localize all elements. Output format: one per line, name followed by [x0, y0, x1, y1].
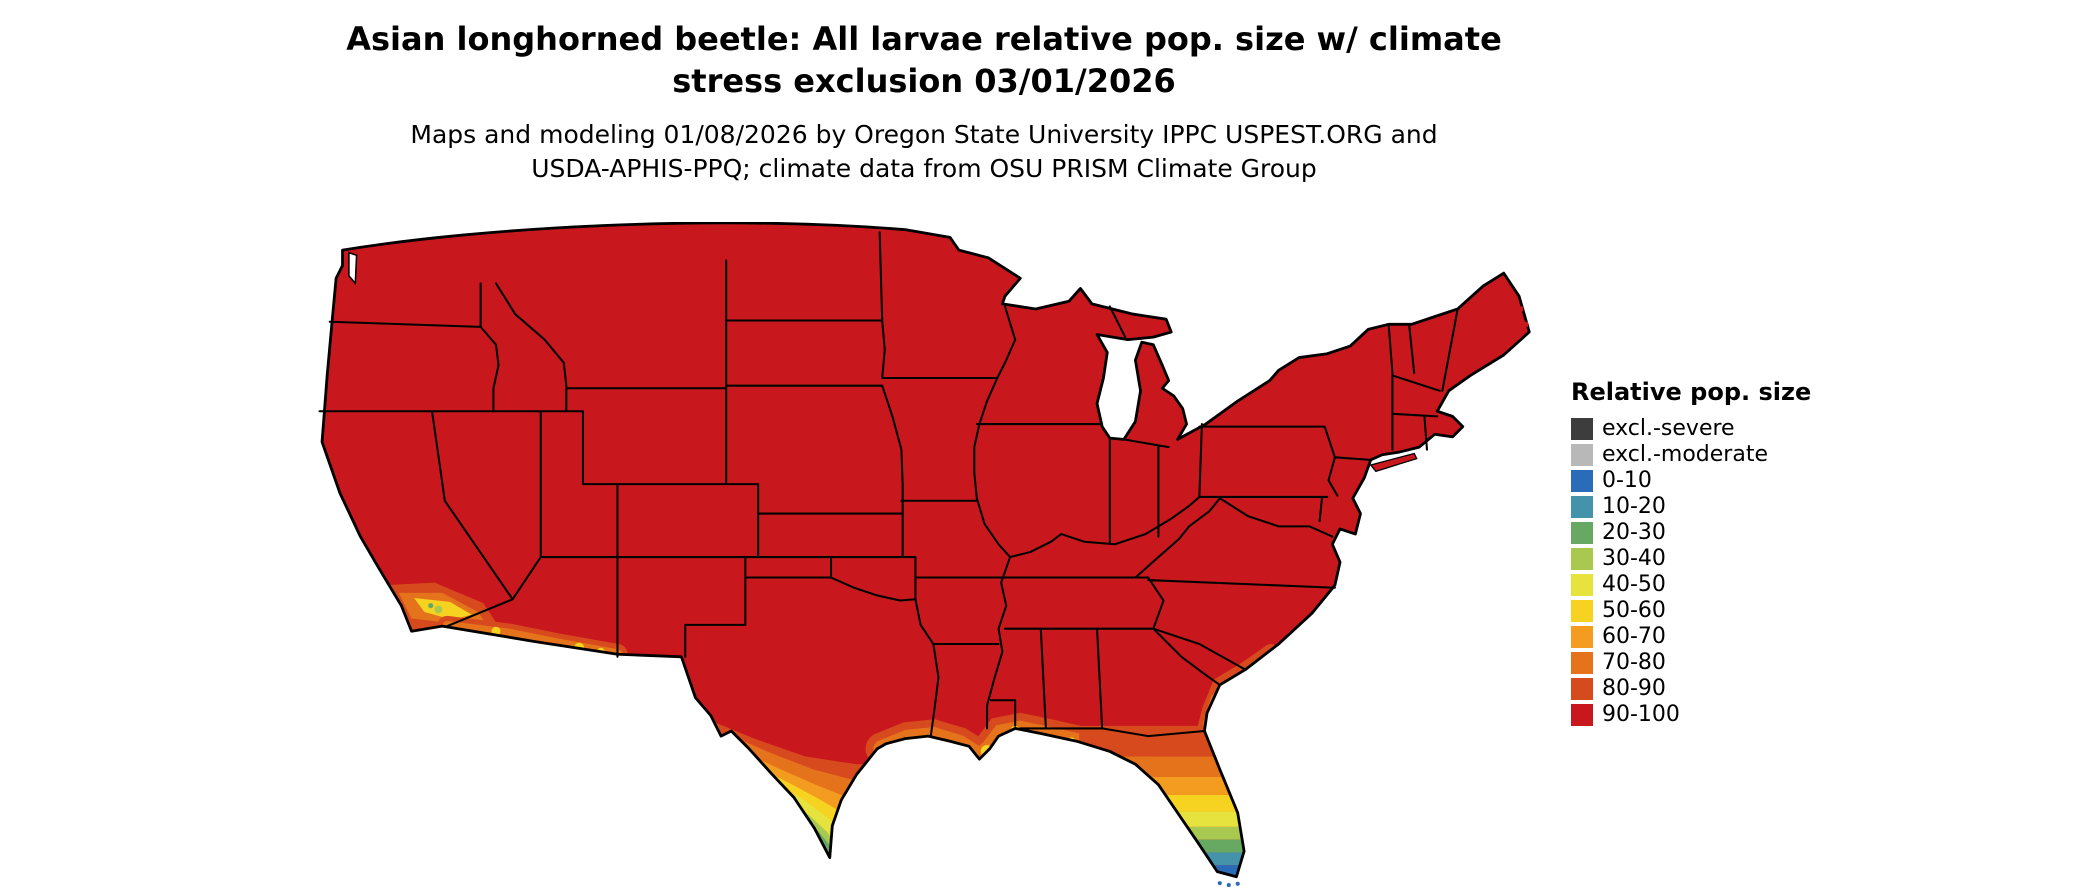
- legend-item: 40-50: [1571, 574, 1911, 596]
- florida-keys-dot-c: [1235, 881, 1240, 886]
- map-title-line1: Asian longhorned beetle: All larvae rela…: [346, 20, 1502, 58]
- long-island: [1369, 452, 1418, 473]
- legend-swatch-excl-severe: [1571, 418, 1593, 440]
- legend-swatch-30-40: [1571, 548, 1593, 570]
- legend-item: 0-10: [1571, 470, 1911, 492]
- legend: Relative pop. size excl.-severe excl.-mo…: [1571, 378, 1911, 730]
- socal-patch-50-60: [414, 597, 472, 620]
- fl-strip-70-80: [1079, 756, 1277, 778]
- legend-item: 90-100: [1571, 704, 1911, 726]
- legend-label: excl.-severe: [1602, 416, 1735, 441]
- legend-label: 90-100: [1602, 702, 1680, 727]
- legend-item: 30-40: [1571, 548, 1911, 570]
- legend-item: 80-90: [1571, 678, 1911, 700]
- legend-label: 40-50: [1602, 572, 1666, 597]
- state-borders: [318, 231, 1459, 738]
- florida-keys-dot-a: [1217, 881, 1222, 886]
- legend-label: 70-80: [1602, 650, 1666, 675]
- socal-spot-20-30: [428, 603, 434, 609]
- legend-label: 20-30: [1602, 520, 1666, 545]
- map-subtitle-line1: Maps and modeling 01/08/2026 by Oregon S…: [410, 120, 1438, 149]
- legend-item: 20-30: [1571, 522, 1911, 544]
- legend-item: 10-20: [1571, 496, 1911, 518]
- us-base-90-100: [322, 222, 1530, 877]
- legend-item: 60-70: [1571, 626, 1911, 648]
- header: Asian longhorned beetle: All larvae rela…: [0, 18, 1848, 186]
- legend-swatch-50-60: [1571, 600, 1593, 622]
- us-map-container: [304, 222, 1532, 887]
- legend-swatch-60-70: [1571, 626, 1593, 648]
- fl-strip-10-20: [1079, 852, 1277, 866]
- fl-strip-50-60: [1079, 794, 1277, 812]
- legend-label: excl.-moderate: [1602, 442, 1768, 467]
- legend-label: 0-10: [1602, 468, 1652, 493]
- fl-strip-60-70: [1079, 777, 1277, 795]
- puget-sound: [348, 251, 358, 286]
- legend-label: 60-70: [1602, 624, 1666, 649]
- map-title-line2: stress exclusion 03/01/2026: [672, 62, 1176, 100]
- legend-swatch-70-80: [1571, 652, 1593, 674]
- us-map: [318, 222, 1531, 887]
- maine-coast-fragment-b: [1521, 321, 1529, 327]
- legend-swatch-80-90: [1571, 678, 1593, 700]
- legend-item: 70-80: [1571, 652, 1911, 674]
- legend-title: Relative pop. size: [1571, 378, 1812, 406]
- legend-swatch-20-30: [1571, 522, 1593, 544]
- fl-strip-20-30: [1079, 839, 1277, 853]
- legend-label: 10-20: [1602, 494, 1666, 519]
- legend-label: 30-40: [1602, 546, 1666, 571]
- legend-item: excl.-moderate: [1571, 444, 1911, 466]
- legend-swatch-10-20: [1571, 496, 1593, 518]
- map-subtitle: Maps and modeling 01/08/2026 by Oregon S…: [0, 118, 1848, 186]
- maine-coast-fragment-a: [1513, 306, 1523, 312]
- map-title: Asian longhorned beetle: All larvae rela…: [0, 18, 1848, 102]
- fl-strip-30-40: [1079, 826, 1277, 840]
- legend-swatch-90-100: [1571, 704, 1593, 726]
- legend-swatch-40-50: [1571, 574, 1593, 596]
- legend-item: excl.-severe: [1571, 418, 1911, 440]
- map-subtitle-line2: USDA-APHIS-PPQ; climate data from OSU PR…: [531, 154, 1317, 183]
- legend-swatch-excl-moderate: [1571, 444, 1593, 466]
- legend-label: 80-90: [1602, 676, 1666, 701]
- legend-label: 50-60: [1602, 598, 1666, 623]
- legend-swatch-0-10: [1571, 470, 1593, 492]
- socal-spot-30-40: [434, 605, 443, 614]
- legend-item: 50-60: [1571, 600, 1911, 622]
- florida-keys-dot-b: [1226, 883, 1231, 887]
- fl-strip-0-10: [1079, 865, 1277, 877]
